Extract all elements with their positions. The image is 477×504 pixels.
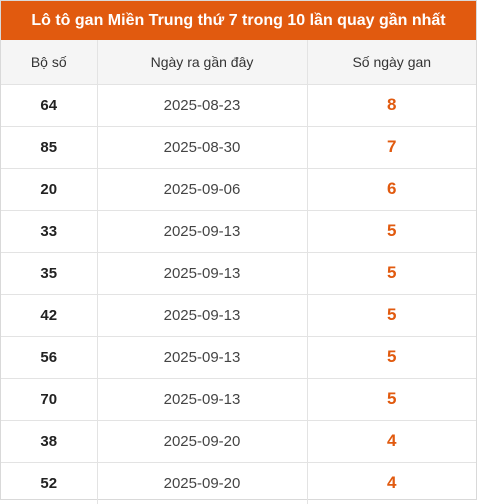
header-days-gan: Số ngày gan xyxy=(306,40,476,84)
cell-days: 5 xyxy=(306,209,476,252)
table-row: 64 2025-08-23 8 xyxy=(1,83,476,126)
table-row: 38 2025-09-20 4 xyxy=(1,419,476,462)
cell-date: 2025-09-13 xyxy=(96,209,307,252)
table-row: 70 2025-09-13 5 xyxy=(1,377,476,420)
table-row: 85 2025-08-30 7 xyxy=(1,125,476,168)
cell-date: 2025-09-13 xyxy=(96,377,307,420)
table-row: 52 2025-09-20 4 xyxy=(1,461,476,504)
table-row: 56 2025-09-13 5 xyxy=(1,335,476,378)
cell-date: 2025-09-20 xyxy=(96,461,307,504)
cell-days: 6 xyxy=(306,167,476,210)
cell-date: 2025-09-13 xyxy=(96,251,307,294)
cell-days: 5 xyxy=(306,293,476,336)
cell-date: 2025-08-30 xyxy=(96,125,307,168)
cell-days: 4 xyxy=(306,419,476,462)
cell-days: 5 xyxy=(306,377,476,420)
cell-number: 64 xyxy=(1,83,97,126)
cell-days: 7 xyxy=(306,125,476,168)
table-row: 33 2025-09-13 5 xyxy=(1,209,476,252)
table-row: 35 2025-09-13 5 xyxy=(1,251,476,294)
cell-date: 2025-09-06 xyxy=(96,167,307,210)
table-header-row: Bộ số Ngày ra gần đây Số ngày gan xyxy=(1,40,476,84)
header-number: Bộ số xyxy=(30,53,67,70)
header-recent-date: Ngày ra gần đây xyxy=(96,40,307,84)
cell-number: 85 xyxy=(1,125,97,168)
cell-number: 42 xyxy=(1,293,97,336)
cell-days: 5 xyxy=(306,251,476,294)
table-row: 42 2025-09-13 5 xyxy=(1,293,476,336)
cell-date: 2025-09-20 xyxy=(96,419,307,462)
cell-days: 4 xyxy=(306,461,476,504)
table-row: 20 2025-09-06 6 xyxy=(1,167,476,210)
table-title: Lô tô gan Miền Trung thứ 7 trong 10 lần … xyxy=(1,1,476,40)
cell-number: 56 xyxy=(1,335,97,378)
cell-date: 2025-09-13 xyxy=(96,335,307,378)
cell-number: 52 xyxy=(1,461,97,504)
lo-gan-table: Bộ số Ngày ra gần đây Số ngày gan 64 202… xyxy=(1,40,476,504)
cell-date: 2025-09-13 xyxy=(96,293,307,336)
cell-days: 5 xyxy=(306,335,476,378)
cell-number: 20 xyxy=(1,167,97,210)
cell-number: 38 xyxy=(1,419,97,462)
cell-number: 35 xyxy=(1,251,97,294)
cell-number: 70 xyxy=(1,377,97,420)
cell-date: 2025-08-23 xyxy=(96,83,307,126)
cell-number: 33 xyxy=(1,209,97,252)
cell-days: 8 xyxy=(306,83,476,126)
